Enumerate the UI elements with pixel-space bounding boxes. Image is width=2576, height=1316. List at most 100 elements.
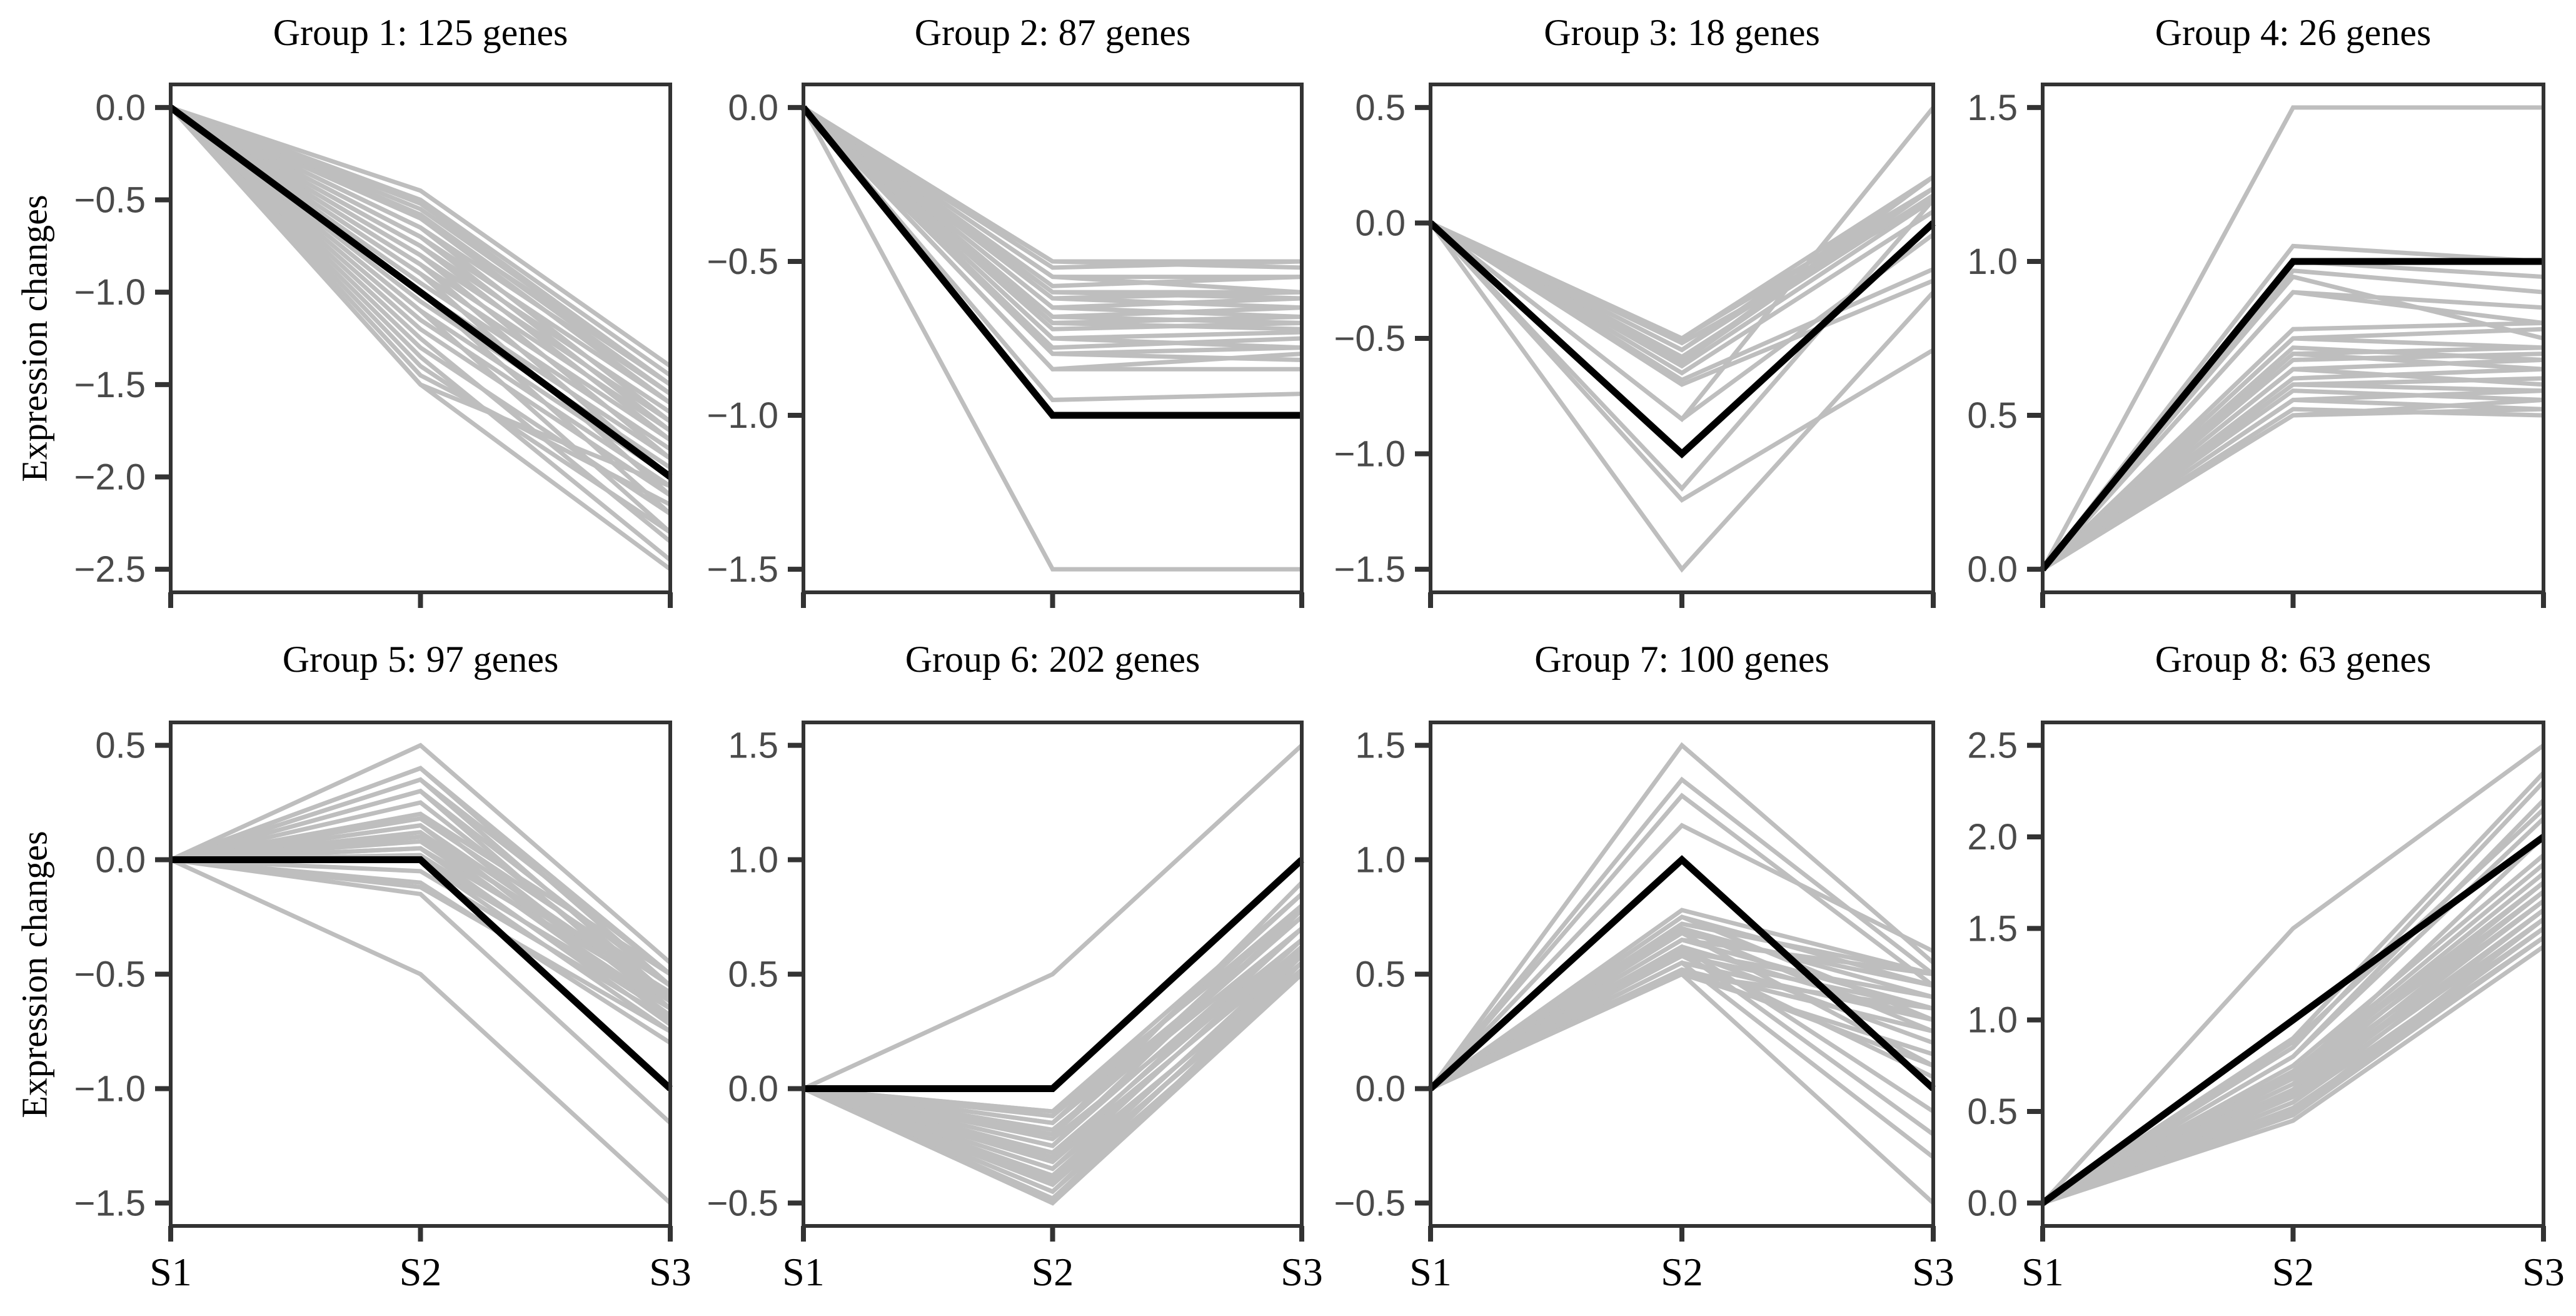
x-tick-label: S3 <box>1912 1250 1955 1294</box>
y-tick-label: 0.0 <box>95 88 146 128</box>
x-tick-label: S1 <box>2021 1250 2064 1294</box>
consensus-line <box>803 857 1304 1092</box>
gene-line <box>1429 186 1935 365</box>
panel-title-group-8: Group 8: 63 genes <box>2155 639 2432 680</box>
y-tick-label: −2.0 <box>74 457 146 497</box>
gene-line <box>169 766 672 988</box>
gene-line <box>2041 388 2544 571</box>
gene-line <box>2041 397 2544 572</box>
y-tick-label: −0.5 <box>1334 1183 1406 1223</box>
y-tick-label: −1.5 <box>74 1183 146 1223</box>
panel-title-group-1: Group 1: 125 genes <box>273 12 568 53</box>
x-tick-label: S2 <box>1661 1250 1703 1294</box>
y-tick-label: −0.5 <box>74 180 146 221</box>
y-tick-label: −0.5 <box>707 241 779 282</box>
gene-line <box>802 961 1304 1206</box>
gene-line <box>803 908 1304 1114</box>
y-tick-label: −1.5 <box>74 365 146 405</box>
gene-line <box>802 106 1302 332</box>
gene-line <box>170 846 672 1026</box>
y-tick-label: 1.0 <box>1355 840 1406 881</box>
gene-line <box>2041 388 2544 571</box>
y-tick-label: 0.0 <box>1967 1183 2018 1223</box>
gene-line <box>802 744 1304 1091</box>
y-tick-label: 2.0 <box>1967 817 2018 858</box>
y-tick-label: 0.5 <box>1967 1091 2018 1132</box>
gene-line <box>169 777 672 999</box>
panel-title-group-4: Group 4: 26 genes <box>2155 12 2432 53</box>
gene-line <box>1429 792 1935 1090</box>
panel-plot-group-5: 0.5 0.0 −0.5 −1.0 −1.5S1 S2 S3 <box>74 721 692 1294</box>
gene-line <box>1429 822 1935 1090</box>
y-tick-label: 0.5 <box>728 954 778 995</box>
gene-line <box>169 106 672 497</box>
panel-plot-group-8: 0.0 0.5 1.0 1.5 2.0 2.5 S1 S2 S3 <box>1967 721 2565 1294</box>
gene-line <box>2041 357 2544 571</box>
consensus-line <box>1428 855 1936 1091</box>
gene-line <box>169 106 672 544</box>
y-tick-label: 2.5 <box>1967 726 2018 766</box>
gene-line <box>169 105 672 460</box>
panel-title-group-6: Group 6: 202 genes <box>905 639 1200 680</box>
gene-line <box>170 858 672 1125</box>
x-tick-label: S1 <box>149 1250 192 1294</box>
y-tick-label: 1.5 <box>1355 726 1406 766</box>
x-tick-label: S2 <box>1032 1250 1074 1294</box>
gene-line <box>1429 221 1935 503</box>
panel-title-group-5: Group 5: 97 genes <box>282 639 559 680</box>
gene-line <box>169 105 672 405</box>
gene-line <box>170 816 672 988</box>
panel-plot-group-7: 1.5 1.0 0.5 0.0 −0.5S1 S2 S3 <box>1334 721 1955 1294</box>
y-tick-label: 0.0 <box>1967 549 2018 590</box>
consensus-line <box>1428 220 1936 459</box>
gene-line <box>2041 743 2545 1205</box>
gene-line <box>2041 290 2544 571</box>
y-tick-label: −1.0 <box>74 1068 146 1109</box>
gene-line <box>2041 320 2544 571</box>
x-tick-label: S3 <box>1280 1250 1323 1294</box>
panel-plot-group-1: 0.0 −0.5 −1.0 −1.5 −2.0 −2.5 <box>74 83 673 608</box>
gene-line <box>169 106 672 488</box>
gene-line <box>803 908 1304 1148</box>
gene-line <box>1429 193 1935 360</box>
x-tick-label: S3 <box>2522 1250 2565 1294</box>
y-tick-label: −1.5 <box>1334 549 1406 590</box>
gene-line <box>801 106 1302 572</box>
gene-line <box>169 105 672 368</box>
gene-line <box>1429 221 1935 573</box>
y-tick-label: 1.0 <box>728 840 778 881</box>
gene-line <box>169 742 672 964</box>
gene-line <box>170 858 672 1022</box>
panel-plot-group-3: 0.5 0.0 −0.5 −1.0 −1.5 <box>1334 83 1936 608</box>
y-tick-label: 0.5 <box>1967 395 2018 436</box>
y-tick-label: 0.5 <box>1355 88 1406 128</box>
gene-line <box>170 839 672 1011</box>
y-tick-label: −0.5 <box>74 954 146 995</box>
x-tick-label: S1 <box>1409 1250 1452 1294</box>
gene-line <box>802 106 1302 372</box>
y-tick-label: 0.0 <box>728 1068 778 1109</box>
panel-title-group-2: Group 2: 87 genes <box>914 12 1191 53</box>
y-tick-label: −0.5 <box>707 1183 779 1223</box>
gene-line <box>169 106 672 488</box>
gene-line <box>1429 221 1935 422</box>
gene-line <box>802 106 1302 310</box>
panel-title-group-7: Group 7: 100 genes <box>1534 639 1829 680</box>
gene-line <box>2041 326 2544 571</box>
consensus-line <box>168 104 673 480</box>
panel-plot-group-6: 1.5 1.0 0.5 0.0 −0.5S1 S2 S3 <box>707 721 1323 1294</box>
gene-line <box>1429 971 1935 1091</box>
y-tick-label: 0.0 <box>1355 203 1406 243</box>
y-tick-label: 1.0 <box>1967 241 2018 282</box>
consensus-line <box>2040 258 2543 572</box>
y-tick-label: 1.5 <box>1967 908 2018 949</box>
gene-line <box>169 105 672 479</box>
y-tick-label: 0.0 <box>728 88 778 128</box>
gene-line <box>2041 944 2545 1205</box>
y-tick-label: 1.5 <box>1967 88 2018 128</box>
y-tick-label: −1.0 <box>1334 434 1406 475</box>
gene-line <box>803 881 1304 1137</box>
x-tick-label: S1 <box>782 1250 825 1294</box>
gene-line <box>170 788 672 1011</box>
